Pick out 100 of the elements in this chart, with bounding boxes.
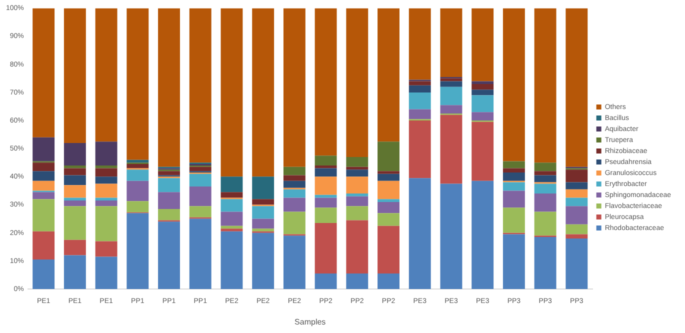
bar <box>314 223 337 274</box>
bar <box>64 8 86 143</box>
bar <box>534 184 556 194</box>
bar <box>32 162 55 172</box>
bar <box>126 164 149 168</box>
bar <box>314 8 337 156</box>
bar <box>314 208 337 224</box>
bar <box>472 8 494 82</box>
bar <box>566 198 588 206</box>
bar <box>472 122 494 181</box>
bar <box>95 165 118 168</box>
bar <box>378 180 400 200</box>
bar <box>158 8 180 167</box>
bar <box>378 274 400 289</box>
bar <box>534 8 556 163</box>
bar <box>566 234 588 238</box>
bar <box>95 241 118 257</box>
bar <box>95 142 118 166</box>
bar <box>95 176 118 184</box>
bar <box>95 168 118 177</box>
bar <box>346 157 368 167</box>
bar <box>32 260 55 289</box>
bar <box>283 236 306 289</box>
bar <box>64 240 86 256</box>
bar <box>566 170 588 182</box>
bar <box>189 218 212 289</box>
bar <box>283 180 306 188</box>
bar <box>534 175 556 182</box>
bar <box>283 198 306 212</box>
bar <box>64 142 86 166</box>
bar <box>440 184 462 289</box>
bar <box>378 226 400 274</box>
bar <box>64 255 86 289</box>
bar <box>283 189 306 198</box>
bar <box>346 196 368 206</box>
bar <box>32 137 55 162</box>
bar <box>378 202 400 214</box>
bar <box>502 190 525 208</box>
bar <box>472 95 494 112</box>
bar <box>534 162 556 172</box>
bar <box>95 8 118 142</box>
bar <box>408 92 431 110</box>
bar <box>566 206 588 224</box>
bar <box>346 8 368 158</box>
bar <box>189 206 212 218</box>
bar <box>64 185 86 198</box>
bar <box>220 176 243 192</box>
bar <box>126 201 149 212</box>
bar <box>502 161 525 168</box>
bar <box>252 8 274 177</box>
bar <box>472 84 494 90</box>
bar <box>220 192 243 198</box>
bar <box>408 8 431 80</box>
bar <box>95 184 118 198</box>
bar <box>283 212 306 234</box>
bar <box>378 171 400 174</box>
bar <box>440 114 462 184</box>
bar <box>408 109 431 120</box>
bar <box>64 165 86 168</box>
bar <box>283 166 306 176</box>
bar <box>378 174 400 181</box>
bar <box>566 8 588 167</box>
bar <box>158 192 180 209</box>
bar <box>95 198 118 201</box>
bar <box>220 212 243 226</box>
bar <box>220 228 243 232</box>
bar <box>502 208 525 233</box>
bar <box>440 81 462 87</box>
bar <box>440 8 462 77</box>
bar <box>472 90 494 96</box>
bar <box>534 212 556 236</box>
bar <box>502 168 525 172</box>
bar <box>440 86 462 106</box>
bar <box>252 218 274 229</box>
bar <box>158 178 180 192</box>
bar <box>534 194 556 212</box>
bar <box>64 168 86 176</box>
bar <box>95 206 118 242</box>
bar <box>220 199 243 212</box>
bar <box>314 198 337 208</box>
bar <box>126 213 149 289</box>
bar <box>32 171 55 181</box>
bar <box>126 180 149 202</box>
bar <box>346 220 368 274</box>
bar <box>64 200 86 206</box>
bar <box>502 182 525 191</box>
bar <box>95 200 118 206</box>
bar <box>408 81 431 86</box>
bar <box>220 231 243 289</box>
bar <box>283 8 306 167</box>
bar <box>158 208 180 220</box>
bar <box>378 213 400 226</box>
bar <box>64 206 86 240</box>
bar <box>408 178 431 289</box>
bar <box>126 8 149 160</box>
bar <box>95 256 118 289</box>
bar <box>566 224 588 234</box>
bar <box>534 171 556 176</box>
bar <box>566 182 588 190</box>
bar <box>378 199 400 202</box>
